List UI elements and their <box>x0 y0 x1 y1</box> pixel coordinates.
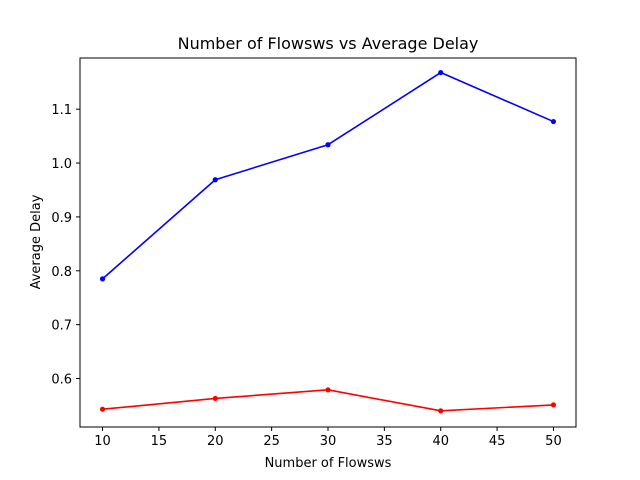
series-2-point-5 <box>550 402 557 408</box>
x-tick-label-4: 25 <box>263 434 280 449</box>
y-tick-label-6: 1.1 <box>51 103 72 118</box>
x-tick-label-9: 50 <box>545 434 562 449</box>
series-2-point-3 <box>325 387 331 393</box>
series-2-point-4 <box>438 408 444 414</box>
series-1-line <box>102 71 554 280</box>
x-tick-label-8: 45 <box>489 434 506 449</box>
y-tick-label-1: 0.6 <box>51 373 72 388</box>
x-tick-label-2: 15 <box>151 434 168 449</box>
y-tick-label-3: 0.8 <box>51 265 72 280</box>
y-tick-label-2: 0.7 <box>51 319 72 334</box>
y-tick-label-4: 0.9 <box>51 211 72 226</box>
y-tick-label-5: 1.0 <box>51 157 72 172</box>
series-1-point-5 <box>550 118 557 125</box>
x-axis-label: Number of Flowsws <box>265 456 392 471</box>
x-tick-label-3: 20 <box>207 434 224 449</box>
x-tick-label-5: 30 <box>320 434 337 449</box>
plot-area: 10 15 20 25 30 35 40 45 50 0.6 0.7 0.8 0.9 1.0 1.1 <box>51 57 577 449</box>
series-2-point-1 <box>99 406 106 412</box>
x-tick-label-7: 40 <box>432 434 449 449</box>
chart-title: Number of Flowsws vs Average Delay <box>178 34 479 53</box>
series-2-point-2 <box>212 395 218 402</box>
y-axis-label: Average Delay <box>29 194 44 289</box>
series-1-point-4 <box>438 69 444 76</box>
x-tick-label-1: 10 <box>94 434 111 449</box>
series-1-point-3 <box>325 142 331 148</box>
plot-frame <box>79 57 577 428</box>
series-1-point-2 <box>212 177 218 183</box>
series-1-point-1 <box>99 276 106 282</box>
x-tick-label-6: 35 <box>376 434 393 449</box>
series-2-line <box>102 389 554 412</box>
